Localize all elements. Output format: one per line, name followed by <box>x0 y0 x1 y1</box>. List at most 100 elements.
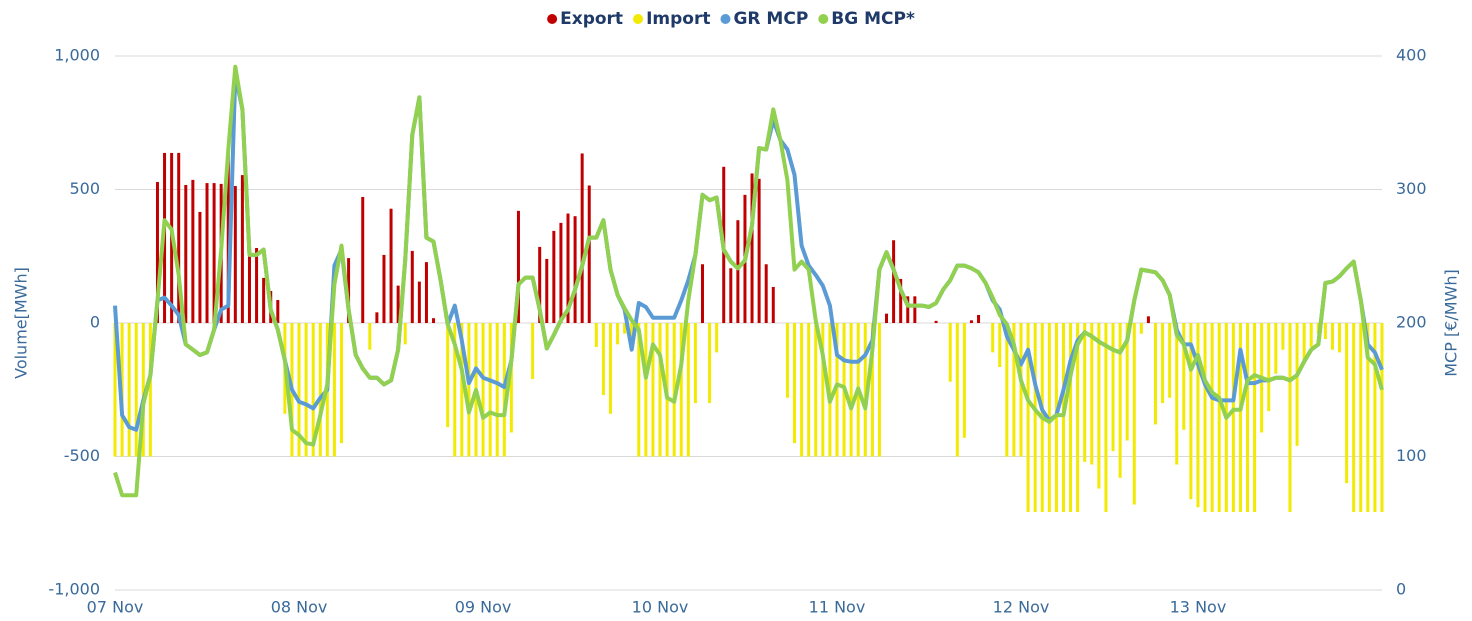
bar <box>1274 323 1278 374</box>
bar <box>1182 323 1186 430</box>
y-tick-label: 0 <box>90 313 100 332</box>
bar <box>1345 323 1349 484</box>
bar <box>1104 323 1108 513</box>
bar <box>601 323 605 396</box>
bar <box>1366 323 1370 513</box>
bar <box>1217 323 1221 513</box>
bar <box>849 323 853 457</box>
bar <box>453 323 457 457</box>
bar <box>693 323 697 404</box>
bar <box>948 323 952 382</box>
bar <box>736 220 740 323</box>
bar <box>1033 323 1037 513</box>
bar <box>1111 323 1115 452</box>
x-tick-label: 10 Nov <box>632 598 689 617</box>
bar <box>1253 323 1257 513</box>
x-tick-label: 07 Nov <box>87 598 144 617</box>
bar <box>814 323 818 457</box>
bar <box>375 312 379 323</box>
bar <box>644 323 648 457</box>
bar <box>488 323 492 457</box>
bar <box>311 323 315 457</box>
legend-marker <box>720 14 731 24</box>
legend-label: GR MCP <box>733 9 808 29</box>
bar <box>205 183 209 323</box>
bar <box>800 323 804 457</box>
bar <box>1146 316 1150 323</box>
bar <box>148 323 152 457</box>
bar <box>785 323 789 398</box>
bar <box>516 210 520 323</box>
bar <box>432 318 436 323</box>
bar <box>1196 323 1200 508</box>
line <box>113 64 1384 498</box>
y2-tick-label: 100 <box>1396 446 1427 465</box>
bar <box>1380 323 1384 513</box>
bar <box>382 254 386 323</box>
bar <box>977 314 981 323</box>
bar <box>1210 323 1214 513</box>
bar <box>998 323 1002 368</box>
bar <box>340 323 344 444</box>
bar <box>793 323 797 444</box>
bar <box>1168 323 1172 398</box>
bar <box>184 184 188 323</box>
bar <box>1061 323 1065 513</box>
bar <box>594 323 598 348</box>
bar <box>446 323 450 428</box>
bar <box>297 323 301 457</box>
bar <box>368 323 372 350</box>
bar <box>637 323 641 457</box>
bar <box>658 323 662 457</box>
bar <box>1161 323 1165 404</box>
bar <box>233 186 237 323</box>
bar <box>481 323 485 457</box>
bar <box>531 323 535 380</box>
bar <box>700 264 704 323</box>
bar <box>347 258 351 323</box>
bar <box>1090 323 1094 465</box>
bar <box>552 230 556 323</box>
bar <box>502 323 506 457</box>
y-tick-label: 500 <box>69 179 100 198</box>
bar <box>870 323 874 457</box>
bar <box>389 208 393 323</box>
bar <box>686 323 690 457</box>
bar <box>1175 323 1179 465</box>
legend-marker <box>547 14 558 24</box>
bar <box>191 179 195 323</box>
bar <box>141 323 145 457</box>
bar <box>134 323 138 457</box>
bar <box>262 277 266 323</box>
bar <box>1083 323 1087 462</box>
bar <box>1203 323 1207 513</box>
bar <box>1309 323 1313 348</box>
bar <box>877 323 881 457</box>
bar <box>807 323 811 457</box>
bar <box>1153 323 1157 425</box>
legend-marker <box>818 14 829 24</box>
bar <box>1097 323 1101 489</box>
bar <box>1288 323 1292 513</box>
bar <box>127 323 131 457</box>
bar <box>318 323 322 457</box>
x-tick-label: 08 Nov <box>271 598 328 617</box>
bar <box>913 296 917 323</box>
bar <box>198 211 202 323</box>
bar <box>1069 323 1073 513</box>
y2-axis-title: MCP [€/MWh] <box>1442 269 1461 377</box>
bar <box>226 152 230 323</box>
y2-tick-label: 300 <box>1396 179 1427 198</box>
bar <box>1012 323 1016 457</box>
bar <box>1352 323 1356 513</box>
bar <box>715 323 719 353</box>
x-tick-label: 11 Nov <box>809 598 866 617</box>
bar <box>177 152 181 323</box>
bar <box>361 196 365 323</box>
bar <box>460 323 464 457</box>
bar <box>417 281 421 323</box>
bar <box>651 323 655 457</box>
bar <box>467 323 471 457</box>
bar <box>1302 323 1306 364</box>
